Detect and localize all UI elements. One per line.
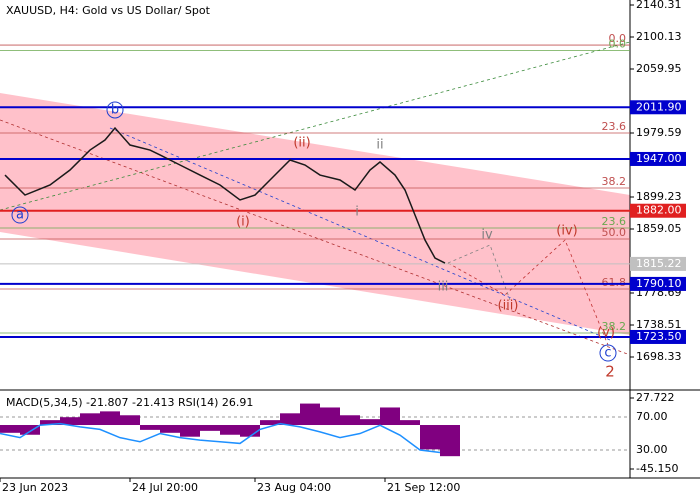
macd-bar [100,411,120,426]
price-level-label: 1947.00 [636,152,682,165]
macd-bar [260,420,280,426]
macd-bar [340,415,360,426]
y2-tick-label: 70.00 [636,410,668,423]
macd-bar [160,425,180,433]
trend-line [109,127,611,341]
price-level-box [630,100,686,115]
y-tick-label: -45.150 [636,462,678,475]
price-level-label: 2011.90 [636,100,682,113]
projection [447,239,609,346]
macd-bar [300,403,320,426]
fib-label: 61.8 [602,276,627,289]
wave-label: i [355,205,359,220]
wave-label: (iv) [556,224,577,239]
projection [447,244,511,301]
wave-label: iii [438,280,449,295]
y2-tick-label: 30.00 [636,443,668,456]
price-level-label: 1790.10 [636,277,682,290]
price-level-box [630,329,686,344]
fib-label: 23.6 [602,215,627,228]
price-level-label: 1815.22 [636,257,682,270]
x-tick-label: 23 Aug 04:00 [257,481,331,494]
macd-bar [40,420,60,426]
y-tick-label: 1979.59 [636,126,682,139]
wave-circle [599,344,617,362]
wave-label: 2 [605,363,615,381]
fib-label: 38.2 [602,320,627,333]
x-tick-label: 23 Jun 2023 [2,481,68,494]
price-level-box [630,276,686,291]
macd-bar [20,425,40,435]
y-tick-label: 1859.05 [636,222,682,235]
macd-bar [80,413,100,426]
y-tick-label: 1698.33 [636,350,682,363]
wave-label: b [111,102,119,117]
macd-bar [400,420,420,426]
macd-bar [280,413,300,426]
wave-label: a [16,208,24,223]
fib-label: 23.6 [602,120,627,133]
macd-bar [380,407,400,426]
wave-label: iv [481,228,493,243]
y-tick-label: 2100.13 [636,30,682,43]
wave-label: c [604,346,611,361]
price-level-label: 1723.50 [636,330,682,343]
macd-bar [320,407,340,426]
macd-bar [60,417,80,426]
macd-bar [0,425,20,433]
channel-line [0,119,631,356]
y-tick-label: 1738.51 [636,318,682,331]
fib-label: 50.0 [602,226,627,239]
price-line [4,126,446,264]
x-tick-label: 24 Jul 20:00 [132,481,198,494]
wave-label: (v) [597,325,615,340]
wave-circle [11,206,29,224]
macd-bar [240,425,260,437]
wave-label: (ii) [293,136,310,151]
price-level-label: 1882.00 [636,204,682,217]
wave-label: ii [376,138,383,153]
chart-title: XAUUSD, H4: Gold vs US Dollar/ Spot [6,4,211,17]
x-tick-label: 21 Sep 12:00 [387,481,460,494]
macd-bar [420,425,440,450]
trend-line [0,41,631,211]
wave-label: (iii) [498,298,519,313]
macd-bar [180,425,200,437]
macd-bar [120,415,140,426]
macd-bar [140,425,160,430]
macd-bar [200,425,220,431]
fib-label: 38.2 [602,175,627,188]
price-level-box [630,203,686,218]
fib-label: 0.0 [609,32,627,45]
wave-label: (i) [236,215,250,230]
y-tick-label: 1899.23 [636,190,682,203]
rsi-line [0,422,441,454]
indicator-title: MACD(5,34,5) -21.807 -21.413 RSI(14) 26.… [6,396,253,409]
wave-circle [106,101,124,119]
macd-bar [440,425,460,457]
y-tick-label: 2140.31 [636,0,682,11]
macd-bar [220,425,240,435]
price-level-box [630,151,686,166]
macd-bar [360,419,380,426]
y-tick-label: 27.722 [636,391,675,404]
fib-label: 0.0 [609,38,627,51]
y-tick-label: 2059.95 [636,62,682,75]
price-level-box [630,256,686,271]
